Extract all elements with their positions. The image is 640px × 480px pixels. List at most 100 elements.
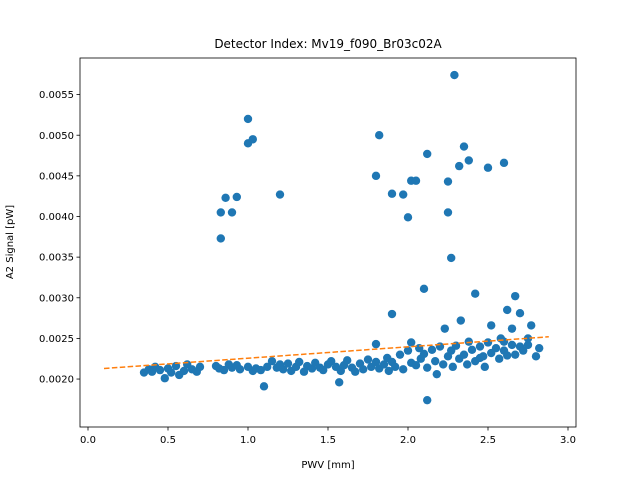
y-tick-label: 0.0030 <box>39 293 74 304</box>
data-point <box>295 357 304 367</box>
data-point <box>483 338 493 347</box>
data-point <box>535 343 544 353</box>
data-point <box>515 309 525 318</box>
data-point <box>387 189 397 198</box>
x-tick-label: 1.5 <box>320 435 336 446</box>
data-point <box>343 356 352 365</box>
data-point <box>375 131 384 140</box>
data-point <box>167 368 176 377</box>
data-point <box>384 366 393 376</box>
data-point <box>267 356 277 366</box>
data-point <box>391 362 400 372</box>
x-axis-label: PWV [mm] <box>301 460 354 471</box>
data-point <box>423 149 432 159</box>
data-point <box>503 351 512 360</box>
data-point <box>216 208 225 217</box>
data-point <box>480 362 489 372</box>
x-tick-label: 3.0 <box>560 435 576 446</box>
x-tick-label: 0.0 <box>80 435 96 446</box>
data-point <box>419 349 429 359</box>
data-point <box>179 366 189 376</box>
data-point <box>527 321 536 330</box>
y-axis: 0.0020 0.0025 0.0030 0.0035 0.0040 0.0045 0.00… <box>39 90 80 386</box>
data-point <box>403 213 413 222</box>
data-point <box>491 343 501 353</box>
data-point <box>450 70 459 80</box>
data-point <box>459 142 469 151</box>
data-point <box>499 158 509 168</box>
data-point <box>379 360 389 369</box>
data-point <box>483 163 493 172</box>
data-layer <box>103 70 549 405</box>
data-point <box>359 365 368 374</box>
data-point <box>471 289 480 298</box>
data-point <box>216 234 225 243</box>
data-point <box>256 365 265 375</box>
data-point <box>523 334 533 343</box>
data-point <box>248 135 257 144</box>
data-point <box>443 208 453 217</box>
data-point <box>519 346 528 355</box>
data-point <box>447 253 456 263</box>
y-tick-label: 0.0045 <box>39 171 74 182</box>
data-point <box>387 309 397 319</box>
data-point <box>232 192 241 202</box>
data-point <box>243 114 253 124</box>
data-point <box>399 190 408 199</box>
data-point <box>507 340 517 350</box>
data-point <box>160 374 169 383</box>
x-tick-label: 0.5 <box>160 435 176 446</box>
data-point <box>507 324 517 333</box>
data-point <box>371 171 381 181</box>
chart-title: Detector Index: Mv19_f090_Br03c02A <box>214 37 442 51</box>
data-point <box>371 339 381 349</box>
data-point <box>275 190 285 199</box>
data-point <box>155 365 165 375</box>
x-axis: 0.0 0.5 1.0 1.5 2.0 2.5 3.0 <box>80 427 576 446</box>
y-tick-label: 0.0055 <box>39 90 74 101</box>
data-point <box>411 176 421 185</box>
data-point <box>399 365 408 374</box>
y-tick-label: 0.0020 <box>39 375 74 386</box>
data-point <box>439 360 448 369</box>
data-point <box>463 360 472 369</box>
data-point <box>423 395 432 405</box>
data-point <box>227 208 237 217</box>
data-point <box>259 382 269 391</box>
data-point <box>407 338 416 347</box>
data-point <box>363 355 373 364</box>
data-point <box>475 353 485 363</box>
x-tick-label: 2.0 <box>400 435 416 446</box>
data-point <box>455 161 464 171</box>
data-point <box>371 357 381 367</box>
data-point <box>327 356 336 366</box>
data-point <box>464 337 473 346</box>
data-point <box>423 363 432 372</box>
data-point <box>523 340 533 350</box>
data-point <box>195 362 205 372</box>
data-point <box>448 362 457 372</box>
data-point <box>459 350 469 359</box>
data-point <box>263 362 272 372</box>
data-point <box>464 156 473 165</box>
data-point <box>499 337 509 346</box>
data-point <box>475 342 485 351</box>
data-point <box>495 354 504 363</box>
y-tick-label: 0.0040 <box>39 212 74 223</box>
data-point <box>456 316 465 325</box>
data-point <box>431 356 440 366</box>
plot-area <box>79 57 577 428</box>
data-point <box>467 345 477 354</box>
data-point <box>511 291 520 301</box>
data-point <box>419 284 429 294</box>
data-point <box>411 361 421 370</box>
data-point <box>531 352 541 361</box>
data-point <box>219 365 229 375</box>
y-tick-label: 0.0035 <box>39 253 74 264</box>
data-point <box>440 324 449 333</box>
data-point <box>335 378 344 387</box>
data-point <box>279 365 288 374</box>
data-point <box>511 350 520 359</box>
